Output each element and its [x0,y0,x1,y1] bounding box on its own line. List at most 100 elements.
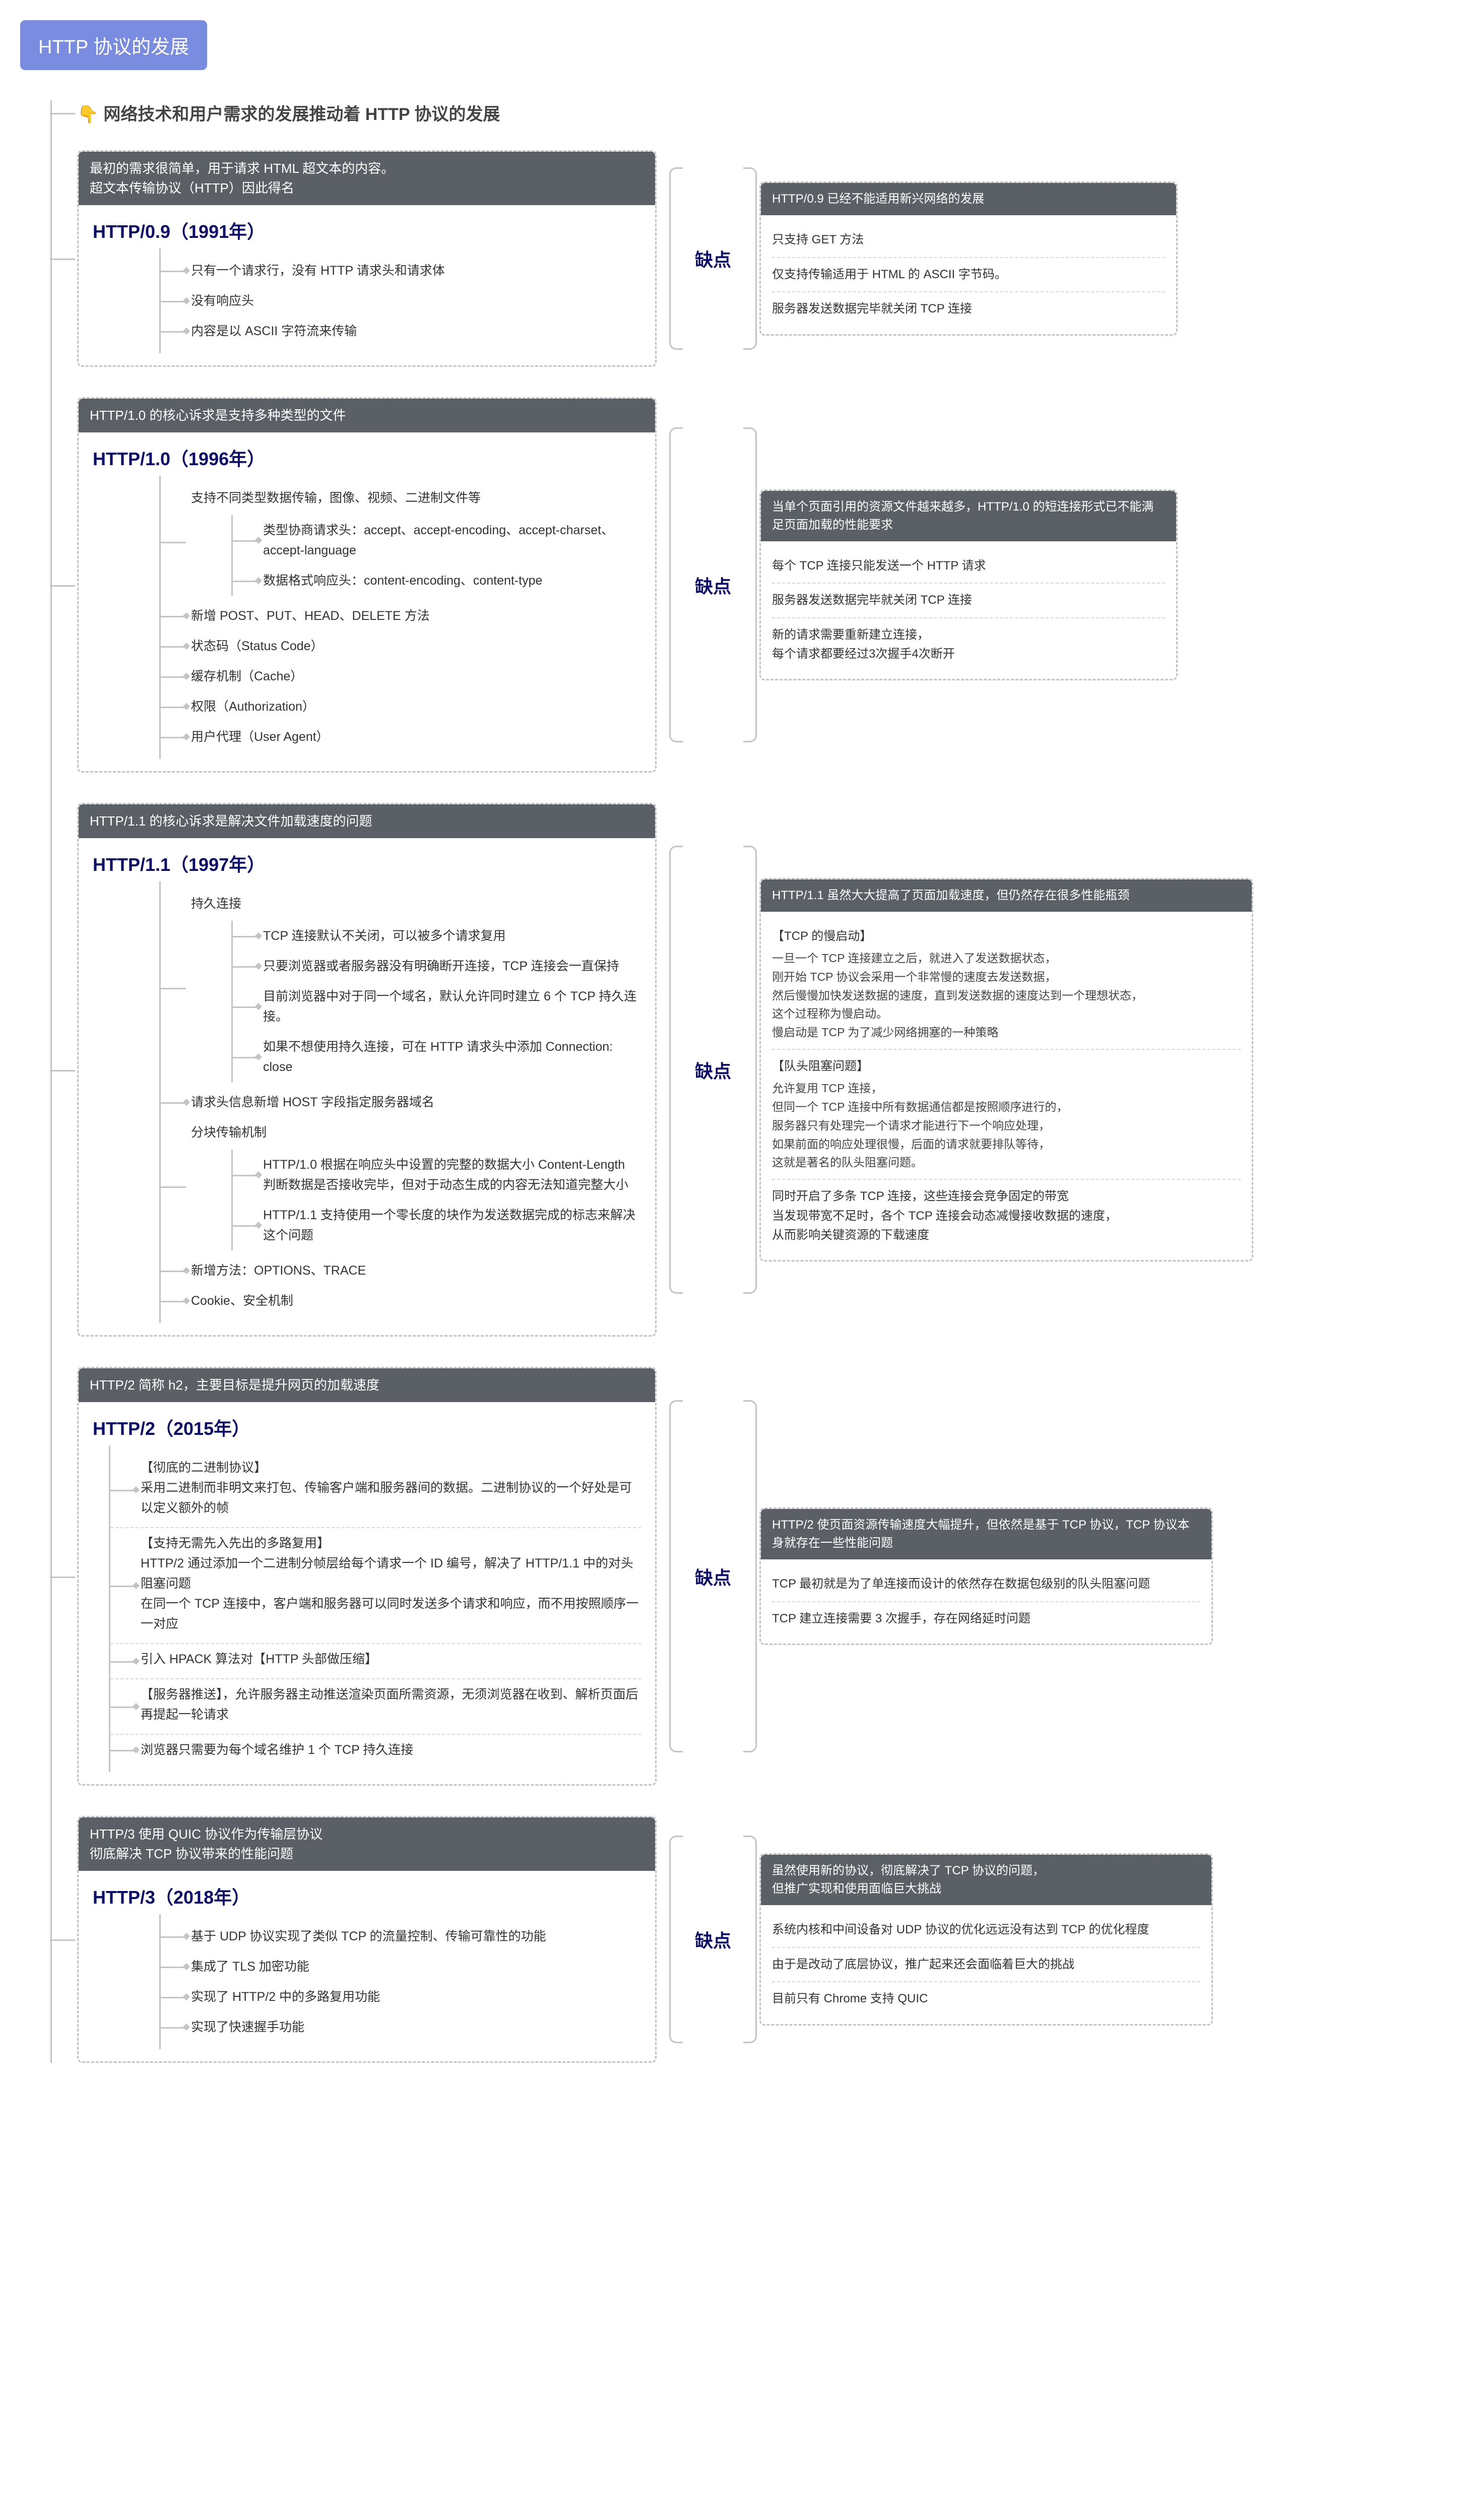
feat-sub-item: 类型协商请求头：accept、accept-encoding、accept-ch… [233,515,641,565]
feat-item: 引入 HPACK 算法对【HTTP 头部做压缩】 [110,1644,641,1679]
feat-item: 没有响应头 [161,286,641,316]
feat-item: 内容是以 ASCII 字符流来传输 [161,316,641,346]
cons-label: 缺点 [683,1563,743,1590]
brace-left-icon [667,150,683,367]
caption-3: HTTP/3 使用 QUIC 协议作为传输层协议 彻底解决 TCP 协议带来的性… [79,1817,655,1871]
feat-group: 支持不同类型数据传输，图像、视频、二进制文件等 类型协商请求头：accept、a… [161,483,641,601]
root-title-badge: HTTP 协议的发展 [20,20,207,70]
version-box-11: HTTP/1.1 的核心诉求是解决文件加载速度的问题 HTTP/1.1（1997… [77,803,657,1337]
feat-item: 【服务器推送】，允许服务器主动推送渲染页面所需资源，无须浏览器在收到、解析页面后… [110,1679,641,1735]
cons-body: 允许复用 TCP 连接， 但同一个 TCP 连接中所有数据通信都是按照顺序进行的… [772,1079,1241,1172]
feat-item: 基于 UDP 协议实现了类似 TCP 的流量控制、传输可靠性的功能 [161,1921,641,1951]
version-box-2: HTTP/2 简称 h2，主要目标是提升网页的加载速度 HTTP/2（2015年… [77,1367,657,1786]
cons-item-bandwidth: 同时开启了多条 TCP 连接，这些连接会竞争固定的带宽 当发现带宽不足时，各个 … [772,1180,1241,1252]
cons-item: TCP 最初就是为了单连接而设计的依然存在数据包级别的队头阻塞问题 [772,1567,1200,1602]
cons-label: 缺点 [683,1057,743,1083]
group-title: 分块传输机制 [191,1125,267,1140]
features-10: 支持不同类型数据传输，图像、视频、二进制文件等 类型协商请求头：accept、a… [159,476,641,759]
cons-item: 目前只有 Chrome 支持 QUIC [772,1982,1200,2015]
brace-left-icon [667,803,683,1337]
feat-group-persist: 持久连接 TCP 连接默认不关闭，可以被多个请求复用 只要浏览器或者服务器没有明… [161,889,641,1087]
brace-left-icon [667,1367,683,1786]
brace-right-icon [743,150,759,367]
cons-item: 只支持 GET 方法 [772,223,1165,258]
features-11: 持久连接 TCP 连接默认不关闭，可以被多个请求复用 只要浏览器或者服务器没有明… [159,881,641,1323]
feat-item: 用户代理（User Agent） [161,722,641,752]
caption-10: HTTP/1.0 的核心诉求是支持多种类型的文件 [79,399,655,432]
row-http09: 最初的需求很简单，用于请求 HTML 超文本的内容。 超文本传输协议（HTTP）… [77,150,1458,367]
row-http3: HTTP/3 使用 QUIC 协议作为传输层协议 彻底解决 TCP 协议带来的性… [77,1816,1458,2063]
version-box-09: 最初的需求很简单，用于请求 HTML 超文本的内容。 超文本传输协议（HTTP）… [77,150,657,367]
feat-item: 缓存机制（Cache） [161,661,641,691]
caption-2: HTTP/2 简称 h2，主要目标是提升网页的加载速度 [79,1368,655,1402]
cons-item: 服务器发送数据完毕就关闭 TCP 连接 [772,584,1165,618]
brace-left-icon [667,397,683,773]
cons-col-11: 缺点 HTTP/1.1 虽然大大提高了页面加载速度，但仍然存在很多性能瓶颈 【T… [667,803,1253,1337]
cons-box-10: 当单个页面引用的资源文件越来越多，HTTP/1.0 的短连接形式已不能满足页面加… [759,489,1178,681]
feat-sub-item: 如果不想使用持久连接，可在 HTTP 请求头中添加 Connection: cl… [233,1032,641,1082]
feat-item: 实现了快速握手功能 [161,2012,641,2042]
feat-item: 只有一个请求行，没有 HTTP 请求头和请求体 [161,256,641,286]
brace-right-icon [743,397,759,773]
cons-item-slowstart: 【TCP 的慢启动】 一旦一个 TCP 连接建立之后，就进入了发送数据状态， 刚… [772,920,1241,1050]
cons-item: 系统内核和中间设备对 UDP 协议的优化远远没有达到 TCP 的优化程度 [772,1913,1200,1947]
feat-item: 【支持无需先入先出的多路复用】 HTTP/2 通过添加一个二进制分帧层给每个请求… [110,1528,641,1644]
feat-sub-item: HTTP/1.0 根据在响应头中设置的完整的数据大小 Content-Lengt… [233,1150,641,1200]
cons-item: 新的请求需要重新建立连接， 每个请求都要经过3次握手4次断开 [772,618,1165,671]
feat-item: 新增方法：OPTIONS、TRACE [161,1255,641,1286]
cons-item-hol: 【队头阻塞问题】 允许复用 TCP 连接， 但同一个 TCP 连接中所有数据通信… [772,1050,1241,1180]
cons-item: 由于是改动了底层协议，推广起来还会面临着巨大的挑战 [772,1948,1200,1982]
cons-caption-11: HTTP/1.1 虽然大大提高了页面加载速度，但仍然存在很多性能瓶颈 [761,879,1252,912]
cons-item: TCP 建立连接需要 3 次握手，存在网络延时问题 [772,1602,1200,1635]
cons-col-10: 缺点 当单个页面引用的资源文件越来越多，HTTP/1.0 的短连接形式已不能满足… [667,397,1178,773]
feat-sub-item: 目前浏览器中对于同一个域名，默认允许同时建立 6 个 TCP 持久连接。 [233,981,641,1032]
cons-col-3: 缺点 虽然使用新的协议，彻底解决了 TCP 协议的问题， 但推广实现和使用面临巨… [667,1816,1213,2063]
feat-item: 新增 POST、PUT、HEAD、DELETE 方法 [161,601,641,631]
row-http11: HTTP/1.1 的核心诉求是解决文件加载速度的问题 HTTP/1.1（1997… [77,803,1458,1337]
cons-item: 仅支持传输适用于 HTML 的 ASCII 字节码。 [772,258,1165,292]
brace-right-icon [743,1367,759,1786]
feat-sub-item: 只要浏览器或者服务器没有明确断开连接，TCP 连接会一直保持 [233,951,641,981]
cons-box-2: HTTP/2 使页面资源传输速度大幅提升，但依然是基于 TCP 协议，TCP 协… [759,1507,1213,1645]
cons-subtitle: 【TCP 的慢启动】 [772,927,1241,946]
caption-09: 最初的需求很简单，用于请求 HTML 超文本的内容。 超文本传输协议（HTTP）… [79,152,655,205]
brace-right-icon [743,803,759,1337]
feat-sub-item: 数据格式响应头：content-encoding、content-type [233,565,641,596]
cons-item: 每个 TCP 连接只能发送一个 HTTP 请求 [772,549,1165,584]
cons-caption-2: HTTP/2 使页面资源传输速度大幅提升，但依然是基于 TCP 协议，TCP 协… [761,1509,1211,1559]
pointer-icon: 👇 [77,105,98,124]
cons-body: 一旦一个 TCP 连接建立之后，就进入了发送数据状态， 刚开始 TCP 协议会采… [772,949,1241,1042]
version-box-3: HTTP/3 使用 QUIC 协议作为传输层协议 彻底解决 TCP 协议带来的性… [77,1816,657,2063]
feat-item: 权限（Authorization） [161,691,641,722]
cons-col-2: 缺点 HTTP/2 使页面资源传输速度大幅提升，但依然是基于 TCP 协议，TC… [667,1367,1213,1786]
cons-caption-09: HTTP/0.9 已经不能适用新兴网络的发展 [761,183,1176,215]
feat-item: 实现了 HTTP/2 中的多路复用功能 [161,1982,641,2012]
feat-item: Cookie、安全机制 [161,1286,641,1316]
row-http10: HTTP/1.0 的核心诉求是支持多种类型的文件 HTTP/1.0（1996年）… [77,397,1458,773]
cons-subtitle: 【队头阻塞问题】 [772,1057,1241,1076]
feat-item: 状态码（Status Code） [161,631,641,661]
feat-sub-item: HTTP/1.1 支持使用一个零长度的块作为发送数据完成的标志来解决这个问题 [233,1200,641,1250]
features-09: 只有一个请求行，没有 HTTP 请求头和请求体 没有响应头 内容是以 ASCII… [159,248,641,353]
cons-label: 缺点 [683,1926,743,1952]
title-10: HTTP/1.0（1996年） [79,432,655,476]
cons-label: 缺点 [683,245,743,272]
feat-item: 请求头信息新增 HOST 字段指定服务器域名 [161,1087,641,1117]
cons-col-09: 缺点 HTTP/0.9 已经不能适用新兴网络的发展 只支持 GET 方法 仅支持… [667,150,1178,367]
features-2: 【彻底的二进制协议】 采用二进制而非明文来打包、传输客户端和服务器间的数据。二进… [109,1445,641,1772]
feat-item: 浏览器只需要为每个域名维护 1 个 TCP 持久连接 [110,1735,641,1765]
title-3: HTTP/3（2018年） [79,1871,655,1914]
cons-box-11: HTTP/1.1 虽然大大提高了页面加载速度，但仍然存在很多性能瓶颈 【TCP … [759,878,1253,1262]
title-09: HTTP/0.9（1991年） [79,205,655,248]
title-2: HTTP/2（2015年） [79,1402,655,1445]
cons-box-3: 虽然使用新的协议，彻底解决了 TCP 协议的问题， 但推广实现和使用面临巨大挑战… [759,1853,1213,2025]
main-spine: 👇网络技术和用户需求的发展推动着 HTTP 协议的发展 最初的需求很简单，用于请… [50,100,1458,2063]
overview-text: 👇网络技术和用户需求的发展推动着 HTTP 协议的发展 [77,100,1458,125]
title-11: HTTP/1.1（1997年） [79,838,655,881]
version-box-10: HTTP/1.0 的核心诉求是支持多种类型的文件 HTTP/1.0（1996年）… [77,397,657,773]
row-http2: HTTP/2 简称 h2，主要目标是提升网页的加载速度 HTTP/2（2015年… [77,1367,1458,1786]
cons-box-09: HTTP/0.9 已经不能适用新兴网络的发展 只支持 GET 方法 仅支持传输适… [759,181,1178,335]
group-title: 持久连接 [191,897,241,911]
brace-right-icon [743,1816,759,2063]
feat-sub-item: TCP 连接默认不关闭，可以被多个请求复用 [233,921,641,951]
